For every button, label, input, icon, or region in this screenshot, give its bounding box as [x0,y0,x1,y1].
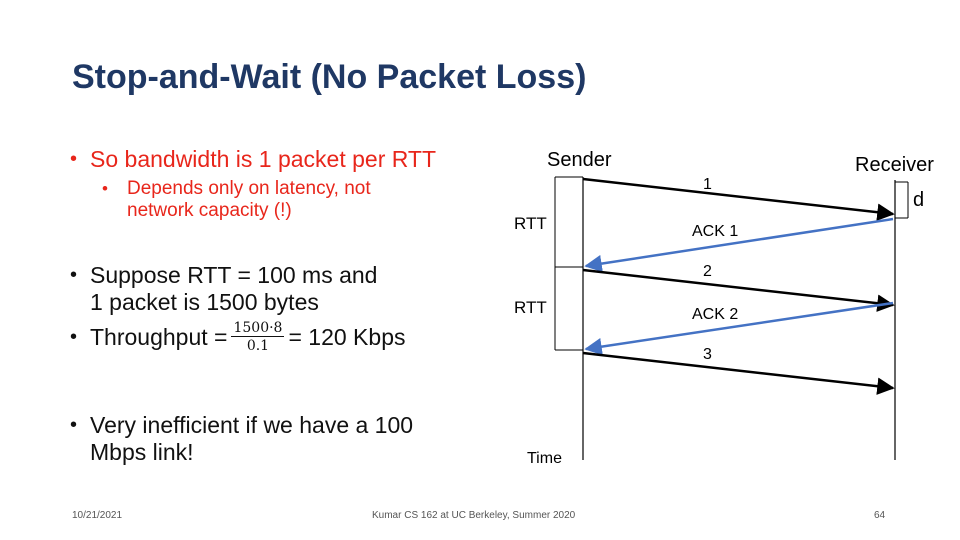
packet-2-label: 2 [703,263,712,280]
packet-3-arrow [582,351,895,395]
slide-title: Stop-and-Wait (No Packet Loss) [72,58,587,96]
throughput-suffix: = 120 Kbps [288,324,406,350]
bullet-text: So bandwidth is 1 packet per RTT [90,146,437,172]
bullet-marker: • [70,264,78,286]
bullet-text-line: network capacity (!) [127,200,292,221]
bullet-text-line: 1 packet is 1500 bytes [90,289,319,315]
ack-1-label: ACK 1 [692,223,738,240]
rtt-label-1: RTT [514,214,547,233]
bullet-marker: • [70,414,78,436]
bullet-inefficient: • Very inefficient if we have a 100 Mbps… [70,412,413,466]
bullet-bandwidth: • So bandwidth is 1 packet per RTT [70,146,436,173]
bullet-suppose: • Suppose RTT = 100 ms and 1 packet is 1… [70,262,377,316]
ack-2-arrow [584,301,894,356]
packet-1-label: 1 [703,176,712,193]
receiver-label: Receiver [855,154,934,176]
bullet-text-line: Suppose RTT = 100 ms and [90,262,378,288]
sender-label: Sender [547,149,612,171]
time-label: Time [527,450,562,467]
bullet-throughput: • Throughput = 1500·8 0.1 = 120 Kbps [70,320,405,355]
ack-1-arrow [584,217,894,273]
rtt-label-2: RTT [514,298,547,317]
packet-1-arrow [582,177,895,221]
bullet-marker: • [70,326,78,348]
bullet-marker: • [102,179,108,198]
throughput-fraction: 1500·8 0.1 [231,320,285,355]
bullet-marker: • [70,148,78,170]
bullet-text-line: Depends only on latency, not [127,178,371,199]
footer-course: Kumar CS 162 at UC Berkeley, Summer 2020 [372,510,576,521]
footer-page-number: 64 [874,510,886,521]
sub-bullet-latency: • Depends only on latency, not network c… [102,178,371,222]
throughput-prefix: Throughput = [90,324,228,350]
fraction-numerator: 1500·8 [231,320,285,337]
fraction-denominator: 0.1 [246,338,270,354]
delay-label: d [913,189,924,211]
bullet-text-line: Very inefficient if we have a 100 [90,412,414,438]
ack-2-label: ACK 2 [692,306,738,323]
packet-2-arrow [582,268,895,312]
bullet-text-line: Mbps link! [90,439,194,465]
packet-3-label: 3 [703,346,712,363]
footer-date: 10/21/2021 [72,510,123,521]
